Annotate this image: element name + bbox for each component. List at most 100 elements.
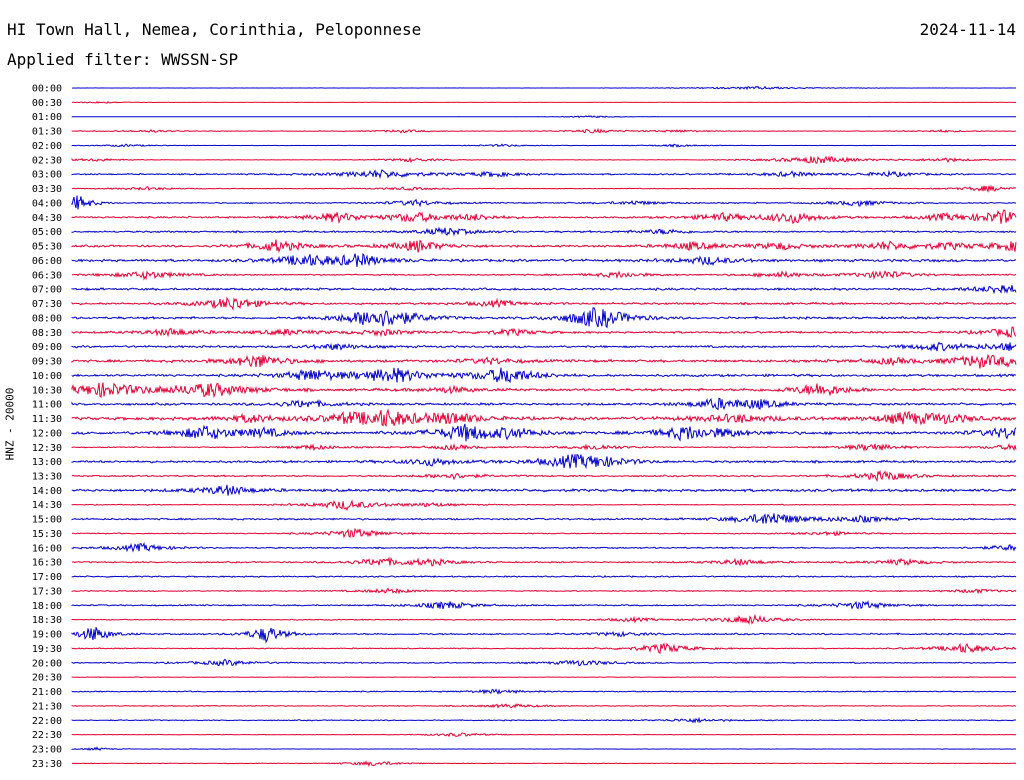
time-label: 12:30	[32, 443, 62, 454]
trace-line	[71, 270, 1017, 281]
trace-line	[71, 408, 1017, 428]
time-label: 05:30	[32, 242, 62, 253]
time-label: 13:00	[32, 457, 62, 468]
trace-line	[71, 85, 1016, 91]
time-label: 01:30	[32, 127, 62, 138]
time-label: 17:00	[32, 572, 62, 583]
time-label: 11:30	[32, 414, 62, 425]
time-label: 02:00	[32, 141, 62, 152]
trace-line	[71, 575, 1017, 578]
time-label: 20:30	[32, 673, 62, 684]
time-label: 23:00	[32, 745, 62, 756]
trace-line	[71, 599, 1017, 610]
time-label: 09:30	[32, 357, 62, 368]
time-label: 10:00	[32, 371, 62, 382]
seismic-traces	[71, 85, 1017, 768]
trace-line	[71, 454, 1017, 470]
trace-line	[71, 513, 1017, 524]
trace-line	[71, 423, 1017, 442]
time-label: 16:30	[32, 558, 62, 569]
time-label: 10:30	[32, 385, 62, 396]
trace-line	[71, 746, 1016, 751]
time-label: 09:00	[32, 342, 62, 353]
trace-line	[71, 195, 1017, 210]
trace-line	[71, 184, 1017, 193]
time-label: 19:30	[32, 644, 62, 655]
station-title: HI Town Hall, Nemea, Corinthia, Peloponn…	[7, 20, 422, 39]
trace-line	[71, 556, 1017, 567]
time-label: 23:30	[32, 759, 62, 770]
trace-line	[71, 541, 1017, 553]
trace-line	[71, 285, 1017, 295]
time-label: 04:30	[32, 213, 62, 224]
time-label: 00:30	[32, 98, 62, 109]
time-label: 04:00	[32, 198, 62, 209]
time-label: 17:30	[32, 586, 62, 597]
trace-line	[71, 127, 1016, 134]
trace-line	[71, 397, 1017, 411]
trace-line	[71, 307, 1017, 329]
time-label: 15:30	[32, 529, 62, 540]
time-label: 21:30	[32, 701, 62, 712]
trace-line	[71, 382, 1017, 399]
trace-line	[71, 627, 1017, 644]
trace-line	[71, 703, 1016, 709]
time-label: 13:30	[32, 471, 62, 482]
trace-line	[71, 239, 1017, 254]
trace-line	[71, 613, 1017, 626]
trace-line	[71, 676, 1016, 679]
time-label: 18:00	[32, 601, 62, 612]
trace-line	[71, 442, 1017, 452]
time-label: 03:30	[32, 184, 62, 195]
trace-line	[71, 732, 1017, 738]
time-label: 14:00	[32, 486, 62, 497]
time-label: 11:00	[32, 400, 62, 411]
time-label: 22:30	[32, 730, 62, 741]
time-label: 15:00	[32, 515, 62, 526]
time-label: 07:30	[32, 299, 62, 310]
trace-line	[71, 326, 1017, 338]
trace-line	[71, 658, 1017, 667]
trace-line	[71, 226, 1017, 237]
trace-line	[71, 155, 1017, 164]
time-label: 18:30	[32, 615, 62, 626]
filter-label: Applied filter: WWSSN-SP	[7, 50, 239, 69]
time-label: 08:00	[32, 313, 62, 324]
time-label: 12:00	[32, 428, 62, 439]
trace-line	[71, 353, 1017, 369]
time-label: 22:00	[32, 716, 62, 727]
time-label: 20:00	[32, 658, 62, 669]
time-label: 07:00	[32, 285, 62, 296]
time-tick-labels: 00:00 00:30 01:00 01:30 02:00 02:30 03:00 03:30…	[32, 84, 62, 770]
time-label: 16:00	[32, 543, 62, 554]
time-label: 19:00	[32, 630, 62, 641]
date-label: 2024-11-14	[919, 20, 1016, 39]
trace-line	[71, 469, 1017, 483]
trace-line	[71, 642, 1017, 654]
trace-line	[71, 716, 1017, 724]
time-label: 06:30	[32, 270, 62, 281]
time-label: 05:00	[32, 227, 62, 238]
time-label: 14:30	[32, 500, 62, 511]
trace-line	[71, 688, 1017, 695]
trace-line	[71, 587, 1017, 595]
trace-line	[71, 527, 1017, 539]
trace-line	[71, 760, 1016, 768]
trace-line	[71, 252, 1016, 267]
trace-line	[71, 341, 1017, 352]
trace-line	[71, 100, 1016, 104]
trace-line	[71, 499, 1017, 512]
time-label: 03:00	[32, 170, 62, 181]
trace-line	[71, 169, 1017, 180]
time-label: 08:30	[32, 328, 62, 339]
trace-line	[71, 115, 1017, 119]
time-label: 06:00	[32, 256, 62, 267]
trace-line	[71, 296, 1017, 311]
trace-line	[71, 143, 1017, 148]
time-label: 21:00	[32, 687, 62, 698]
trace-line	[71, 484, 1017, 496]
trace-line	[71, 209, 1017, 225]
time-label: 02:30	[32, 155, 62, 166]
time-label: 01:00	[32, 112, 62, 123]
